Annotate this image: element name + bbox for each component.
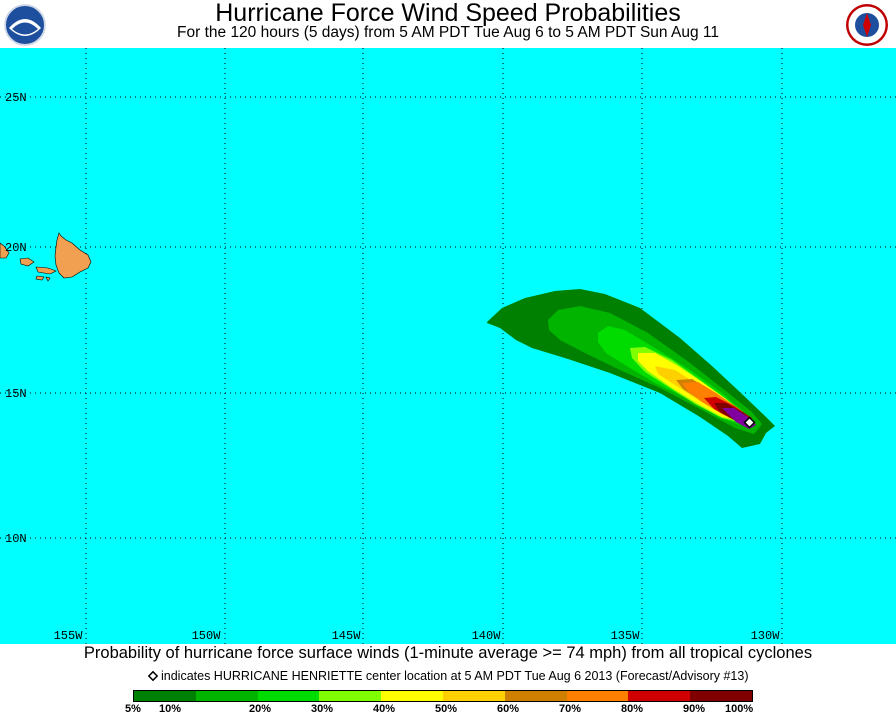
lat-label: 20N [5, 241, 27, 255]
map-subtitle: For the 120 hours (5 days) from 5 AM PDT… [177, 24, 719, 41]
legend-label: 50% [435, 703, 458, 715]
legend-swatch [257, 691, 320, 701]
longitude-labels: 155W 150W 145W 140W 135W 130W [54, 629, 781, 643]
noaa-logo [4, 4, 46, 46]
lon-label: 130W [751, 629, 781, 643]
nws-logo [846, 4, 888, 46]
lon-label: 140W [472, 629, 502, 643]
legend-label: 30% [311, 703, 334, 715]
legend-label: 20% [249, 703, 272, 715]
legend-label: 90% [683, 703, 706, 715]
lon-label: 145W [332, 629, 362, 643]
legend-swatch [381, 691, 443, 701]
legend-swatch [566, 691, 629, 701]
lat-label: 10N [5, 532, 27, 546]
legend-swatch [195, 691, 258, 701]
legend-swatch [504, 691, 567, 701]
legend-swatch [442, 691, 505, 701]
lat-label: 25N [5, 91, 27, 105]
diamond-marker-icon [147, 670, 158, 682]
legend-label: 5% [125, 703, 141, 715]
lat-label: 15N [5, 387, 27, 401]
legend-label: 40% [373, 703, 396, 715]
ocean-area [0, 48, 896, 644]
legend-swatch [134, 691, 196, 701]
marker-caption-text: indicates HURRICANE HENRIETTE center loc… [160, 669, 749, 683]
probability-map: 25N 20N 15N 10N 155W 150W 145W 140W 135W… [0, 48, 896, 644]
legend-swatch [628, 691, 691, 701]
storm-center-marker [743, 416, 756, 429]
legend-swatch [319, 691, 382, 701]
probability-caption: Probability of hurricane force surface w… [83, 644, 813, 662]
lon-label: 135W [611, 629, 641, 643]
legend-labels: 5% 10% 20% 30% 40% 50% 60% 70% 80% 90% 100% [0, 703, 896, 716]
legend-label: 10% [159, 703, 182, 715]
legend-label: 100% [725, 703, 754, 715]
probability-contours [487, 289, 775, 448]
hawaiian-islands [0, 232, 92, 282]
map-title: Hurricane Force Wind Speed Probabilities [215, 0, 681, 27]
legend-label: 70% [559, 703, 582, 715]
marker-caption: indicates HURRICANE HENRIETTE center loc… [0, 668, 896, 684]
legend-swatch [690, 691, 752, 701]
lon-label: 150W [192, 629, 222, 643]
latitude-labels: 25N 20N 15N 10N [5, 91, 27, 546]
legend-label: 80% [621, 703, 644, 715]
probability-legend [133, 690, 753, 702]
legend-label: 60% [497, 703, 520, 715]
lon-label: 155W [54, 629, 84, 643]
